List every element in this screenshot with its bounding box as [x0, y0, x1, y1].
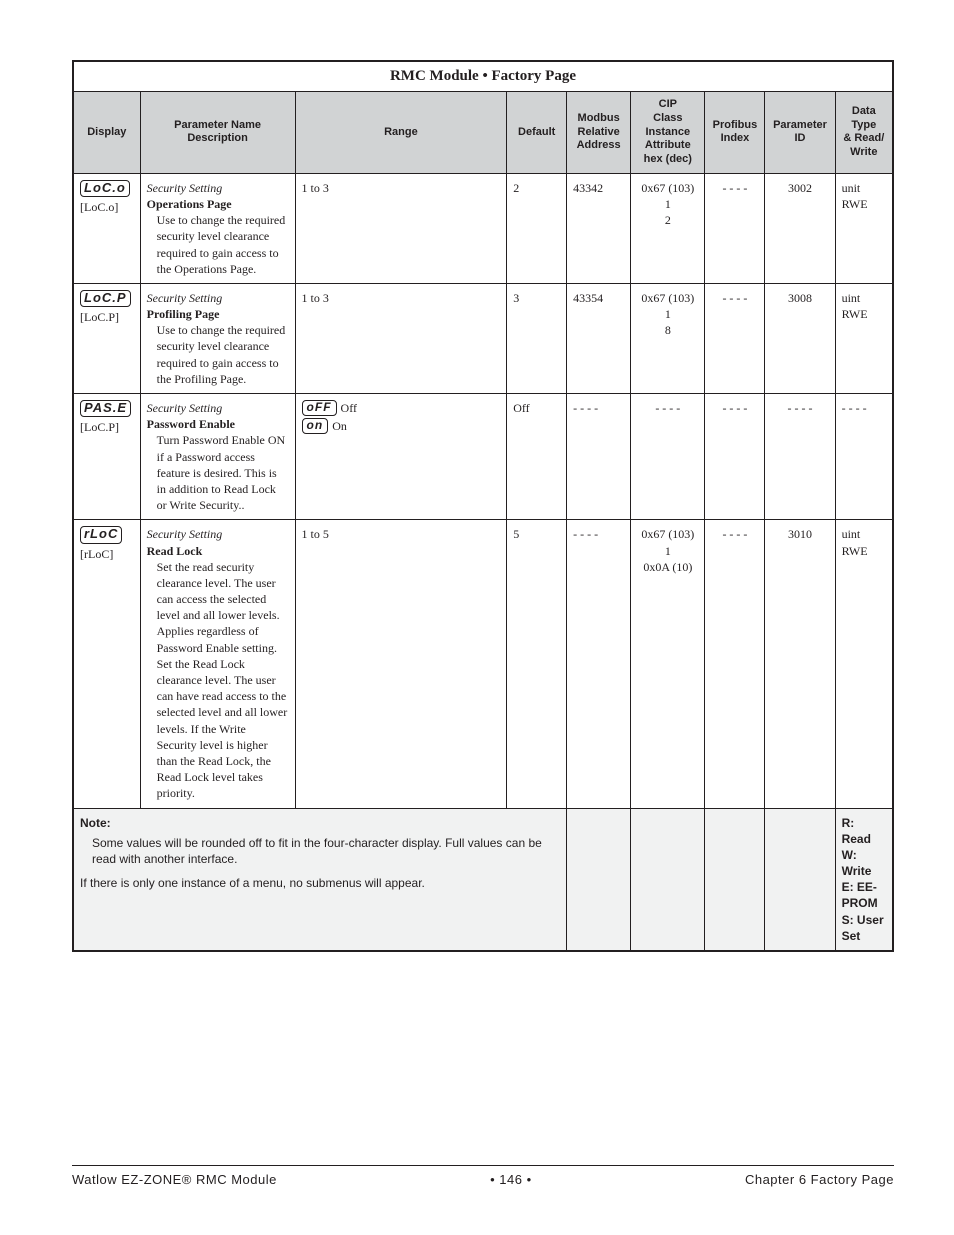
- cell-default: 2: [507, 173, 567, 283]
- cell-param-id: 3008: [765, 283, 835, 393]
- factory-page-table: RMC Module • Factory Page Display Parame…: [72, 60, 894, 952]
- range-opt-code: oFF: [302, 400, 337, 416]
- cell-range: oFFOffonOn: [295, 394, 507, 520]
- note-empty: [567, 808, 631, 951]
- desc-heading: Security Setting: [147, 401, 223, 415]
- note-label: Note:: [80, 815, 560, 831]
- table-row: LoC.P [LoC.P] Security Setting Profiling Pa…: [73, 283, 893, 393]
- cell-range: 1 to 3: [295, 173, 507, 283]
- cell-modbus: - - - -: [567, 394, 631, 520]
- note-line2: If there is only one instance of a menu,…: [80, 876, 425, 890]
- cell-param-id: 3002: [765, 173, 835, 283]
- cell-modbus: 43342: [567, 173, 631, 283]
- seven-seg-code: LoC.P: [80, 290, 131, 307]
- hdr-modbus: ModbusRelativeAddress: [567, 92, 631, 174]
- hdr-data-type: DataType& Read/Write: [835, 92, 893, 174]
- cell-description: Security Setting Read LockSet the read se…: [140, 520, 295, 808]
- cell-data-type: unitRWE: [835, 173, 893, 283]
- desc-title: Password Enable: [147, 417, 235, 431]
- desc-heading: Security Setting: [147, 181, 223, 195]
- range-opt-label: Off: [341, 400, 357, 416]
- desc-body: Use to change the required security leve…: [147, 322, 289, 387]
- cell-profibus: - - - -: [705, 283, 765, 393]
- note-empty: [765, 808, 835, 951]
- cell-display: LoC.o [LoC.o]: [73, 173, 140, 283]
- cell-description: Security Setting Operations PageUse to ch…: [140, 173, 295, 283]
- cell-data-type: uintRWE: [835, 520, 893, 808]
- cell-cip: 0x67 (103)18: [631, 283, 705, 393]
- cell-cip: 0x67 (103)12: [631, 173, 705, 283]
- cell-data-type: uintRWE: [835, 283, 893, 393]
- desc-title: Operations Page: [147, 197, 232, 211]
- cell-range: 1 to 5: [295, 520, 507, 808]
- cell-display: LoC.P [LoC.P]: [73, 283, 140, 393]
- hdr-default: Default: [507, 92, 567, 174]
- cell-default: 3: [507, 283, 567, 393]
- range-opt-code: on: [302, 418, 329, 434]
- desc-title: Read Lock: [147, 544, 203, 558]
- footer-left: Watlow EZ-ZONE® RMC Module: [72, 1172, 277, 1187]
- footer-right: Chapter 6 Factory Page: [745, 1172, 894, 1187]
- cell-range: 1 to 3: [295, 283, 507, 393]
- cell-description: Security Setting Profiling PageUse to cha…: [140, 283, 295, 393]
- desc-title: Profiling Page: [147, 307, 220, 321]
- cell-modbus: - - - -: [567, 520, 631, 808]
- display-bracket: [LoC.o]: [80, 200, 118, 214]
- cell-display: rLoC [rLoC]: [73, 520, 140, 808]
- table-row: PAS.E [LoC.P] Security Setting Password Ena…: [73, 394, 893, 520]
- cell-cip: - - - -: [631, 394, 705, 520]
- cell-param-id: 3010: [765, 520, 835, 808]
- cell-default: 5: [507, 520, 567, 808]
- seven-seg-code: LoC.o: [80, 180, 130, 197]
- hdr-range: Range: [295, 92, 507, 174]
- hdr-display: Display: [73, 92, 140, 174]
- seven-seg-code: PAS.E: [80, 400, 131, 417]
- footer-center: • 146 •: [490, 1172, 532, 1187]
- note-empty: [631, 808, 705, 951]
- hdr-cip: CIPClassInstanceAttributehex (dec): [631, 92, 705, 174]
- cell-description: Security Setting Password EnableTurn Pass…: [140, 394, 295, 520]
- cell-data-type: - - - -: [835, 394, 893, 520]
- cell-profibus: - - - -: [705, 173, 765, 283]
- desc-heading: Security Setting: [147, 527, 223, 541]
- note-line1: Some values will be rounded off to fit i…: [80, 835, 560, 867]
- desc-body: Set the read security clearance level. T…: [147, 559, 289, 802]
- note-empty: [705, 808, 765, 951]
- cell-modbus: 43354: [567, 283, 631, 393]
- table-row: LoC.o [LoC.o] Security Setting Operations P…: [73, 173, 893, 283]
- seven-seg-code: rLoC: [80, 526, 122, 543]
- table-row: rLoC [rLoC] Security Setting Read LockSet t…: [73, 520, 893, 808]
- cell-profibus: - - - -: [705, 520, 765, 808]
- cell-profibus: - - - -: [705, 394, 765, 520]
- desc-body: Use to change the required security leve…: [147, 212, 289, 277]
- legend-cell: R: ReadW: WriteE: EE-PROMS: User Set: [835, 808, 893, 951]
- cell-cip: 0x67 (103)10x0A (10): [631, 520, 705, 808]
- table-note: Note: Some values will be rounded off to…: [73, 808, 567, 951]
- display-bracket: [LoC.P]: [80, 420, 119, 434]
- desc-heading: Security Setting: [147, 291, 223, 305]
- page-footer: Watlow EZ-ZONE® RMC Module • 146 • Chapt…: [72, 1165, 894, 1187]
- display-bracket: [rLoC]: [80, 547, 113, 561]
- cell-default: Off: [507, 394, 567, 520]
- hdr-profibus: ProfibusIndex: [705, 92, 765, 174]
- display-bracket: [LoC.P]: [80, 310, 119, 324]
- cell-display: PAS.E [LoC.P]: [73, 394, 140, 520]
- desc-body: Turn Password En­able ON if a Password a…: [147, 432, 289, 513]
- range-opt-label: On: [332, 418, 347, 434]
- hdr-param-name: Parameter NameDescription: [140, 92, 295, 174]
- table-title: RMC Module • Factory Page: [73, 61, 893, 92]
- page: RMC Module • Factory Page Display Parame…: [0, 0, 954, 1235]
- cell-param-id: - - - -: [765, 394, 835, 520]
- hdr-param-id: ParameterID: [765, 92, 835, 174]
